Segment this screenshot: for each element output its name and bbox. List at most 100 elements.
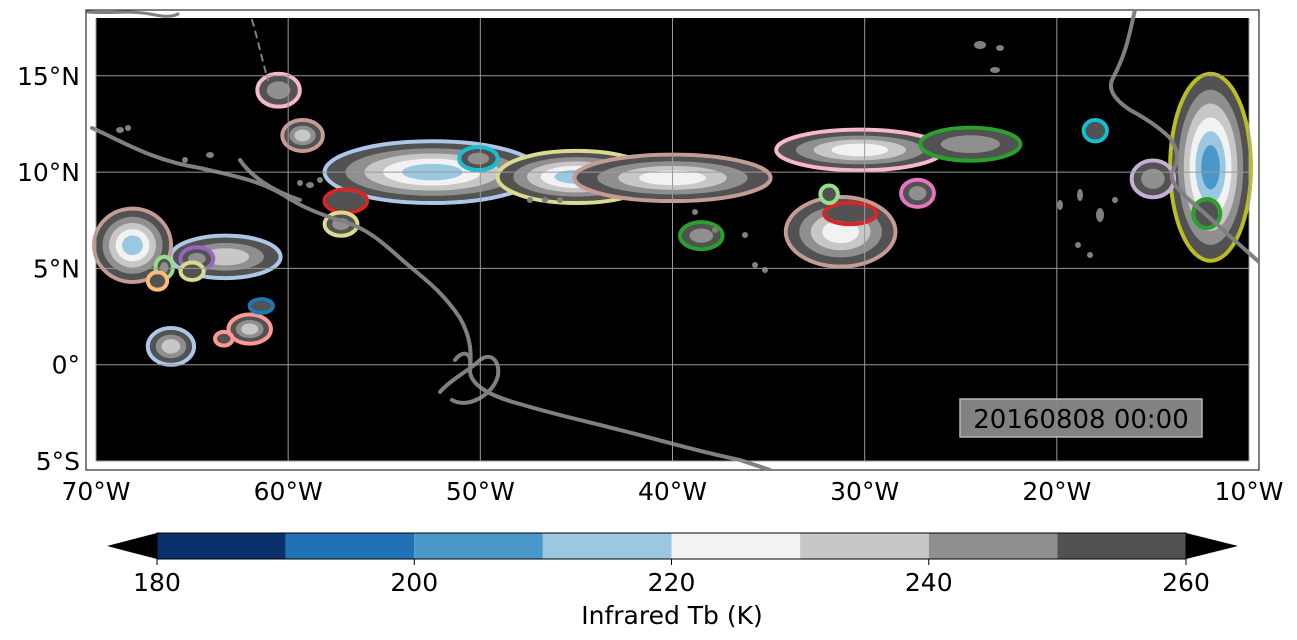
island-speck	[557, 197, 563, 203]
cloud-contour-level	[822, 187, 836, 201]
cloud-system-purple-27-9	[899, 177, 936, 209]
island-speck	[306, 182, 314, 188]
coastline-guiana	[238, 158, 302, 202]
cloud-system-cyan-50-11	[457, 144, 500, 173]
timestamp-label: 20160808 00:00	[973, 405, 1189, 435]
cloud-outline	[918, 125, 1023, 163]
cloud-outline	[178, 260, 206, 283]
cloud-contour-level	[241, 323, 259, 335]
coastline-islands-east	[251, 19, 269, 81]
coastline-africa	[1109, 10, 1259, 264]
lat-tick-label: 15°N	[17, 62, 80, 91]
cloud-system-cyan-18-12	[1081, 118, 1109, 144]
colorbar-tick-label: 260	[1162, 568, 1210, 597]
cloud-outline	[92, 206, 174, 284]
latitude-tick-labels: 15°N 10°N 5°N 0° 5°S	[17, 62, 80, 476]
cloud-contour-level	[294, 129, 311, 142]
colorbar-tick-label: 240	[905, 568, 953, 597]
cloud-system-green-38-7	[678, 220, 725, 252]
cloud-outline	[899, 177, 936, 209]
island-speck	[990, 67, 1000, 73]
cloud-outline	[457, 144, 500, 173]
cloud-outline	[280, 118, 325, 153]
island-speck	[1057, 200, 1063, 210]
colorbar-tick-label: 180	[133, 568, 181, 597]
cloud-contour-level	[266, 81, 291, 100]
cloud-system-small-67-4	[145, 270, 170, 292]
cloud-outline	[1191, 196, 1223, 231]
coastline-amazon-delta	[438, 354, 501, 405]
cloud-system-sa-coast-blob	[92, 206, 174, 284]
cloud-contour-level	[1085, 122, 1105, 140]
cloud-outline	[1081, 118, 1109, 144]
colorbar-bin	[1057, 533, 1186, 559]
cloud-system-brown-31-7	[783, 195, 898, 269]
island-speck	[752, 262, 758, 268]
island-speck	[317, 177, 323, 183]
timestamp-background	[959, 398, 1203, 438]
lon-tick-label: 70°W	[61, 477, 130, 506]
cloud-contour-level	[251, 301, 271, 311]
colorbar-tick-label: 200	[390, 568, 438, 597]
colorbar-extend-high	[1186, 533, 1238, 559]
cloud-contour-level	[826, 204, 875, 223]
colorbar-tick-label: 220	[648, 568, 696, 597]
cloud-system-purple-15-10	[1129, 158, 1177, 200]
island-speck	[125, 125, 131, 131]
colorbar-bin	[671, 533, 801, 559]
cloud-system-green-32-9	[818, 183, 840, 205]
cloud-system-blue-66-1	[145, 326, 197, 367]
lat-tick-label: 5°S	[36, 447, 80, 476]
cloud-contour-level	[182, 264, 202, 279]
longitude-tick-labels: 70°W 60°W 50°W 40°W 30°W 20°W 10°W	[61, 477, 1283, 506]
cloud-contour-level	[217, 333, 231, 344]
cloud-contour-level	[161, 339, 181, 354]
cloud-outline	[145, 270, 170, 292]
island-speck	[116, 127, 124, 133]
cloud-contour-level	[326, 191, 366, 211]
colorbar-bin	[414, 533, 543, 559]
lon-tick-label: 60°W	[254, 477, 323, 506]
cloud-contour-level	[160, 262, 169, 273]
cloud-outline	[822, 200, 879, 227]
cloud-system-yellow-65-5	[178, 260, 206, 283]
cloud-system-blue-61-3	[247, 297, 275, 315]
cloud-contour-level	[908, 186, 927, 201]
cloud-contour-level	[149, 274, 166, 288]
cloud-outline	[226, 312, 273, 346]
cloud-outline	[213, 329, 235, 348]
cloud-outline	[818, 183, 840, 205]
cloud-contour-level	[1141, 168, 1165, 189]
cloud-outline	[783, 195, 898, 269]
cloud-system-east-band-12n	[774, 127, 946, 173]
cloud-contour-level	[122, 235, 143, 256]
island-speck	[206, 152, 214, 158]
colorbar-bin	[928, 533, 1058, 559]
map-panel: 70°W 60°W 50°W 40°W 30°W 20°W 10°W 15°N 10°N 5°N…	[17, 9, 1284, 506]
colorbar: 180 200 220 240 260 Infrared Tb (K)	[107, 532, 1238, 630]
cloud-contour-level	[467, 152, 490, 165]
lon-tick-label: 50°W	[446, 477, 515, 506]
cloud-outline	[255, 71, 302, 109]
island-speck	[692, 209, 698, 215]
cloud-system-pink-63-1	[213, 329, 235, 348]
island-speck	[742, 232, 748, 238]
cloud-contour-level	[1201, 145, 1220, 190]
lat-tick-label: 5°N	[33, 254, 80, 283]
colorbar-bins	[157, 533, 1186, 559]
lon-tick-label: 40°W	[638, 477, 707, 506]
colorbar-bin	[800, 533, 929, 559]
island-speck	[1112, 197, 1118, 203]
cloud-contour-level	[689, 228, 714, 243]
island-speck	[1077, 189, 1083, 201]
cloud-outline	[678, 220, 725, 252]
map-gridlines	[95, 18, 1250, 462]
cloud-system-green-24-12	[918, 125, 1023, 163]
lon-tick-label: 20°W	[1022, 477, 1091, 506]
lon-tick-label: 10°W	[1214, 477, 1283, 506]
island-speck	[527, 197, 533, 203]
island-speck	[1096, 208, 1104, 222]
island-speck	[974, 41, 986, 49]
cloud-system-africa-coast	[1168, 71, 1253, 263]
island-speck	[712, 227, 718, 233]
